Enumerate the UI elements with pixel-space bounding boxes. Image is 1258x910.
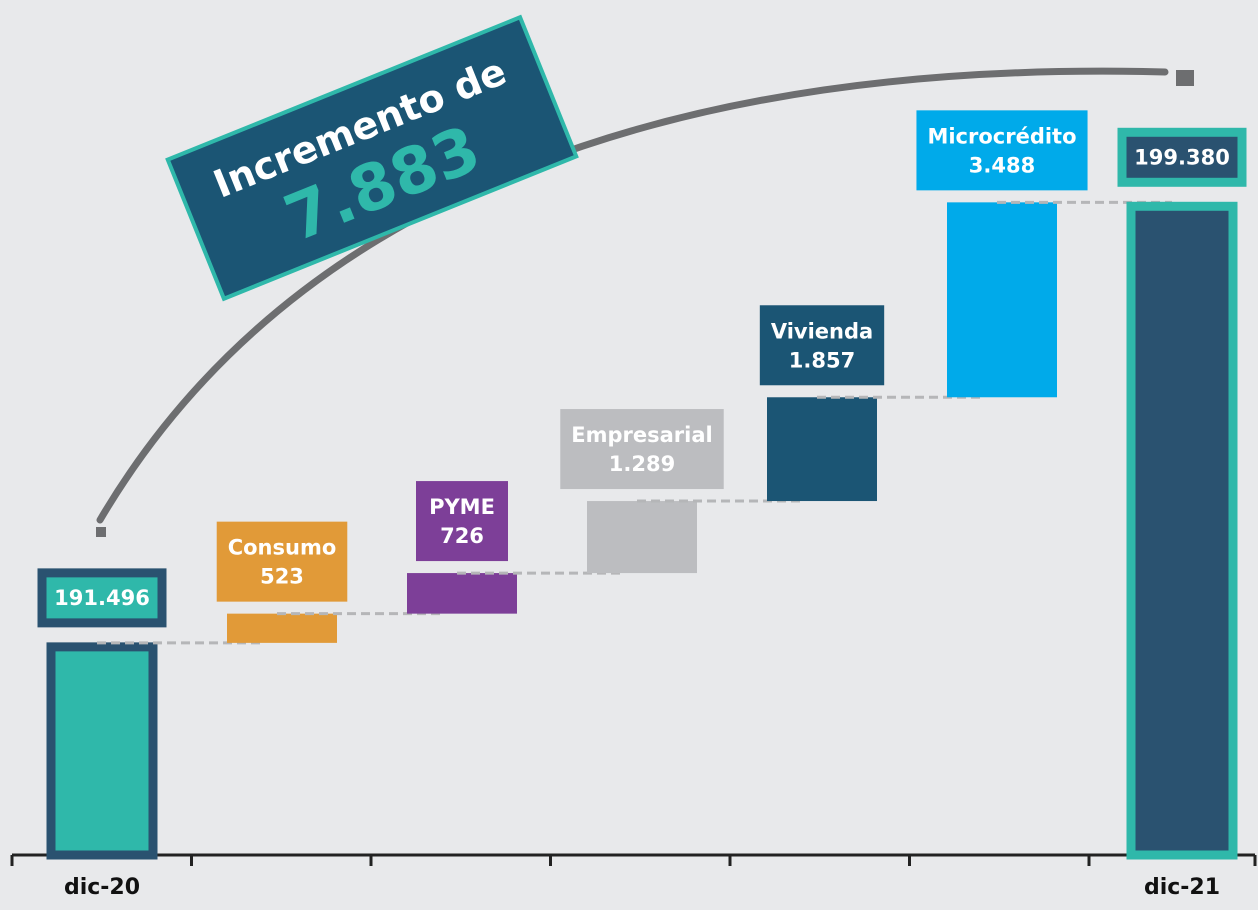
bar (947, 202, 1057, 398)
bar (1126, 201, 1238, 860)
value-label: 1.857 (789, 348, 855, 372)
bar-name: Consumo (228, 536, 337, 560)
value-label: 726 (440, 524, 484, 548)
x-tick-label: dic-21 (1144, 875, 1220, 900)
value-box (37, 568, 167, 628)
value-label: 1.289 (609, 452, 675, 476)
bar-name: Empresarial (571, 423, 712, 447)
label-box (416, 481, 508, 562)
value-label: 523 (260, 565, 304, 589)
bar-name: PYME (429, 495, 495, 519)
bar (407, 573, 517, 614)
value-label: 199.380 (1134, 145, 1230, 169)
label-box (560, 409, 724, 490)
bar (46, 642, 158, 860)
bar (227, 613, 337, 643)
annotation-banner: Incremento de 7.883 (165, 14, 579, 302)
bar-name: Microcrédito (927, 124, 1076, 148)
bar-name: Vivienda (771, 319, 873, 343)
x-tick-label: dic-20 (64, 875, 140, 900)
value-label: 191.496 (54, 586, 150, 610)
arc-end (1176, 70, 1194, 86)
label-box (216, 521, 348, 602)
label-box (916, 110, 1088, 191)
value-box (1117, 127, 1247, 187)
bar (587, 501, 697, 574)
arc-end (96, 527, 106, 537)
banner-box (165, 14, 579, 302)
label-box (759, 305, 885, 386)
value-label: 3.488 (969, 153, 1035, 177)
bar (767, 397, 877, 502)
